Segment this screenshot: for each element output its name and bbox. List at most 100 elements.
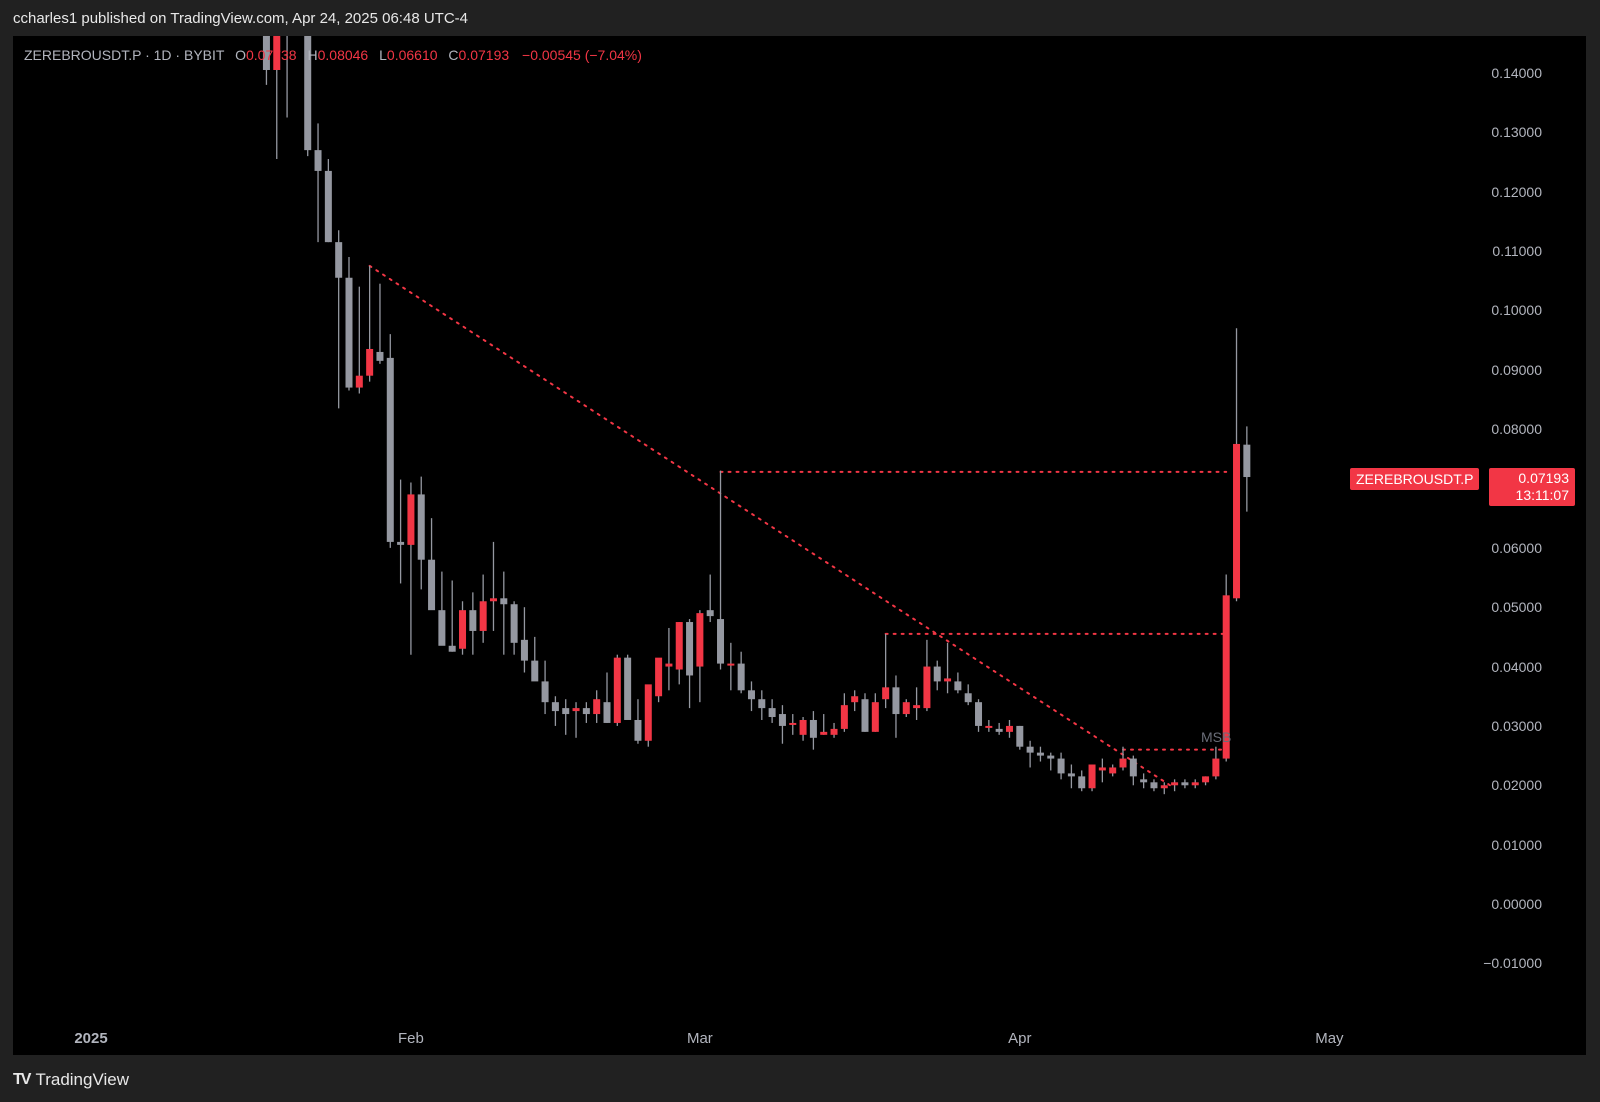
candle-down[interactable] [500, 598, 508, 605]
candle-up[interactable] [985, 725, 993, 728]
candle-down[interactable] [1078, 776, 1086, 789]
candle-up[interactable] [593, 699, 601, 715]
candle-down[interactable] [933, 666, 941, 682]
candle-down[interactable] [345, 277, 353, 388]
candle-down[interactable] [1129, 758, 1137, 777]
candle-up[interactable] [789, 722, 797, 725]
candle-down[interactable] [324, 170, 332, 243]
candle-down[interactable] [954, 681, 962, 691]
candle-down[interactable] [892, 687, 900, 715]
candle-down[interactable] [706, 610, 714, 617]
candle-up[interactable] [1005, 725, 1013, 732]
candle-down[interactable] [1067, 773, 1075, 777]
candle-down[interactable] [520, 639, 528, 661]
candle-up[interactable] [923, 666, 931, 709]
candle-up[interactable] [644, 684, 652, 741]
candle-up[interactable] [479, 601, 487, 631]
candle-up[interactable] [1088, 764, 1096, 789]
candle-up[interactable] [871, 702, 879, 732]
candle-down[interactable] [747, 690, 755, 700]
candle-down[interactable] [975, 702, 983, 726]
candle-down[interactable] [562, 708, 570, 715]
candle-down[interactable] [531, 660, 539, 682]
chart-panel[interactable] [13, 36, 1586, 1055]
candle-down[interactable] [1036, 752, 1044, 756]
candle-down[interactable] [510, 604, 518, 643]
candle-down[interactable] [1181, 782, 1189, 786]
candle-down[interactable] [335, 242, 343, 278]
low-label: L [379, 47, 387, 63]
candle-down[interactable] [428, 559, 436, 611]
candle-down[interactable] [624, 657, 632, 720]
candle-down[interactable] [758, 699, 766, 709]
candle-down[interactable] [1047, 755, 1055, 759]
candle-down[interactable] [737, 663, 745, 691]
candle-down[interactable] [397, 541, 405, 545]
candle-down[interactable] [386, 357, 394, 542]
candle-down[interactable] [376, 351, 384, 361]
candlestick-chart[interactable] [13, 36, 1586, 1055]
candle-down[interactable] [768, 708, 776, 718]
candle-up[interactable] [1119, 758, 1127, 768]
candle-down[interactable] [809, 719, 817, 738]
candle-down[interactable] [417, 494, 425, 560]
candle-up[interactable] [655, 657, 663, 697]
candle-up[interactable] [799, 719, 807, 735]
candle-down[interactable] [469, 610, 477, 631]
candle-down[interactable] [582, 708, 590, 715]
candle-up[interactable] [572, 708, 580, 712]
candle-down[interactable] [1243, 444, 1251, 478]
candle-up[interactable] [902, 702, 910, 715]
candle-up[interactable] [613, 657, 621, 723]
candle-down[interactable] [964, 693, 972, 703]
candle-up[interactable] [1212, 758, 1220, 777]
candle-down[interactable] [1016, 725, 1024, 747]
candle-down[interactable] [1057, 758, 1065, 774]
candle-down[interactable] [634, 719, 642, 741]
candle-up[interactable] [1109, 767, 1117, 774]
candle-up[interactable] [830, 728, 838, 735]
candle-down[interactable] [551, 702, 559, 712]
candle-up[interactable] [1191, 782, 1199, 786]
symbol-info[interactable]: ZEREBROUSDT.P · 1D · BYBIT [24, 47, 225, 63]
candle-down[interactable] [541, 681, 549, 703]
candle-up[interactable] [696, 613, 704, 667]
candle-up[interactable] [840, 705, 848, 729]
candle-down[interactable] [1026, 746, 1034, 753]
candle-down[interactable] [262, 36, 270, 70]
candle-down[interactable] [995, 728, 1003, 732]
candle-up[interactable] [1171, 782, 1179, 786]
candle-down[interactable] [686, 622, 694, 676]
candle-down[interactable] [1150, 782, 1158, 789]
candle-up[interactable] [882, 687, 890, 700]
candle-up[interactable] [407, 494, 415, 545]
candle-up[interactable] [1202, 776, 1210, 783]
candle-down[interactable] [603, 702, 611, 723]
candle-up[interactable] [1233, 443, 1241, 599]
trendline-drawing[interactable] [368, 264, 1176, 790]
candle-down[interactable] [448, 645, 456, 652]
candle-down[interactable] [314, 150, 322, 171]
candle-up[interactable] [273, 36, 281, 70]
candle-up[interactable] [1098, 767, 1106, 771]
candle-up[interactable] [727, 663, 735, 666]
candle-up[interactable] [1222, 595, 1230, 759]
candle-up[interactable] [366, 348, 374, 376]
candle-up[interactable] [489, 598, 497, 602]
candle-down[interactable] [1140, 779, 1148, 783]
candle-up[interactable] [851, 696, 859, 703]
candle-down[interactable] [778, 714, 786, 726]
candle-up[interactable] [459, 610, 467, 649]
candle-down[interactable] [438, 610, 446, 646]
candle-up[interactable] [675, 622, 683, 670]
candle-up[interactable] [1160, 785, 1168, 789]
candle-up[interactable] [820, 731, 828, 735]
footer-brand[interactable]: TV TradingView [13, 1070, 129, 1090]
candle-up[interactable] [913, 705, 921, 709]
candle-up[interactable] [944, 678, 952, 682]
candle-up[interactable] [355, 375, 363, 388]
candle-up[interactable] [665, 663, 673, 667]
candle-down[interactable] [717, 619, 725, 664]
candle-down[interactable] [861, 699, 869, 732]
candle-down[interactable] [304, 36, 312, 151]
